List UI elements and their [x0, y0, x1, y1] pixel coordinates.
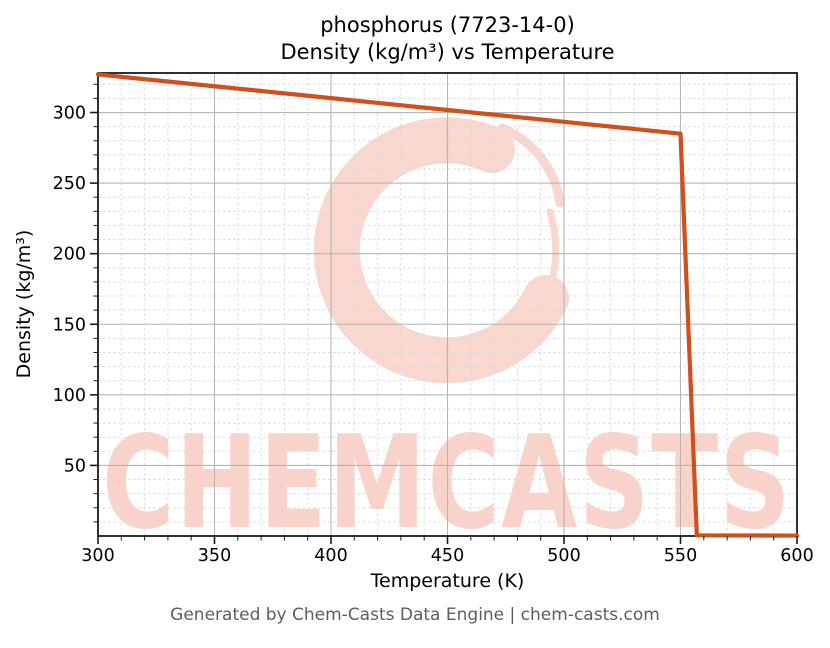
x-tick-label: 500 [547, 546, 580, 566]
tick-labels: 300 350 400 450 500 550 600 50 100 150 200 250 300 [53, 104, 814, 566]
watermark-text: CHEMCASTS [102, 409, 792, 558]
x-tick-label: 350 [198, 546, 231, 566]
x-axis-label: Temperature (K) [370, 570, 525, 592]
watermark-logo-inner-flick-icon [539, 208, 560, 310]
y-tick-label: 300 [53, 104, 86, 124]
y-axis-label: Density (kg/m³) [13, 229, 35, 379]
watermark: CHEMCASTS [102, 117, 792, 558]
x-tick-label: 300 [81, 546, 114, 566]
x-tick-label: 450 [431, 546, 464, 566]
y-tick-label: 50 [64, 456, 86, 476]
y-tick-label: 250 [53, 174, 86, 194]
x-tick-label: 600 [780, 546, 813, 566]
watermark-logo-c-icon [313, 117, 569, 384]
density-line [95, 72, 800, 538]
data-series [95, 72, 800, 538]
footer-attribution: Generated by Chem-Casts Data Engine | ch… [170, 605, 660, 625]
x-tick-label: 550 [664, 546, 697, 566]
chart-title-line2: Density (kg/m³) vs Temperature [280, 39, 615, 64]
watermark-logo-flick-icon [497, 123, 565, 208]
axis-ticks [90, 83, 798, 544]
x-tick-label: 400 [314, 546, 347, 566]
y-tick-label: 100 [53, 386, 86, 406]
chart-title: phosphorus (7723-14-0) Density (kg/m³) v… [98, 12, 797, 66]
major-gridlines [98, 73, 797, 536]
y-tick-label: 200 [53, 245, 86, 265]
chart-title-line1: phosphorus (7723-14-0) [320, 13, 575, 37]
y-tick-label: 150 [53, 315, 86, 335]
